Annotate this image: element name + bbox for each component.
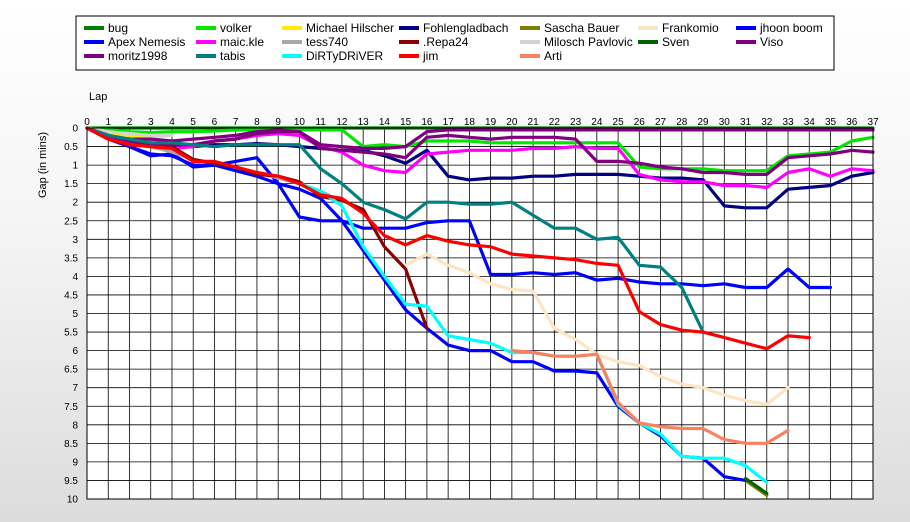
x-tick-label: 7	[233, 117, 239, 128]
legend-label: DiRTyDRiVER	[306, 49, 383, 63]
legend-label: moritz1998	[108, 49, 168, 63]
x-tick-label: 14	[379, 117, 391, 128]
x-tick-label: 23	[570, 117, 582, 128]
x-tick-label: 27	[655, 117, 667, 128]
series-line-1	[85, 126, 875, 173]
x-tick-label: 24	[591, 117, 603, 128]
y-tick-label: 3	[72, 235, 78, 246]
plot-frame	[86, 127, 874, 500]
legend-label: Arti	[544, 49, 562, 63]
x-tick-label: 31	[740, 117, 752, 128]
series-lines	[85, 126, 875, 497]
y-tick-label: 5	[72, 309, 78, 320]
legend-label: jhoon boom	[759, 21, 823, 35]
series-line-12	[743, 477, 769, 495]
x-tick-label: 8	[254, 117, 260, 128]
x-tick-label: 18	[464, 117, 476, 128]
x-tick-label: 20	[506, 117, 518, 128]
y-tick-label: 6.5	[64, 365, 78, 376]
y-tick-label: 10	[67, 495, 79, 506]
x-tick-label: 3	[148, 117, 154, 128]
legend-label: maic.kle	[220, 35, 264, 49]
legend-label: Sven	[662, 35, 689, 49]
legend-label: Sascha Bauer	[544, 21, 619, 35]
x-tick-label: 21	[528, 117, 540, 128]
legend-label: .Repa24	[423, 35, 469, 49]
y-axis-title: Gap (in mins)	[37, 132, 49, 198]
x-tick-labels: 0 1 2 3 4 5 6 7 8 9 10 11 12 13 14 15 16 17 18 19 20 21 22 23 24…	[84, 117, 879, 128]
y-tick-label: 0.5	[64, 142, 78, 153]
x-tick-label: 1	[105, 117, 111, 128]
x-tick-label: 13	[358, 117, 370, 128]
legend-label: jim	[422, 49, 438, 63]
x-tick-label: 28	[676, 117, 688, 128]
x-tick-label: 33	[782, 117, 794, 128]
y-tick-label: 4.5	[64, 290, 78, 301]
legend-label: Viso	[760, 35, 783, 49]
y-tick-label: 1	[72, 161, 78, 172]
legend-label: Milosch Pavlovic	[544, 35, 633, 49]
x-tick-label: 29	[697, 117, 709, 128]
y-tick-label: 2	[72, 198, 78, 209]
legend-label: bug	[108, 21, 128, 35]
y-tick-label: 7	[72, 383, 78, 394]
series-line-17	[85, 126, 811, 351]
x-axis-title: Lap	[89, 91, 107, 103]
x-tick-label: 2	[127, 117, 133, 128]
x-tick-label: 10	[294, 117, 306, 128]
grid	[87, 128, 873, 499]
y-tick-label: 4	[72, 272, 78, 283]
y-tick-label: 7.5	[64, 402, 78, 413]
x-tick-label: 5	[190, 117, 196, 128]
x-tick-label: 26	[634, 117, 646, 128]
legend-label: tess740	[306, 35, 348, 49]
y-tick-label: 9	[72, 457, 78, 468]
x-tick-label: 36	[846, 117, 858, 128]
x-tick-label: 35	[825, 117, 837, 128]
x-tick-label: 11	[315, 117, 326, 128]
x-tick-label: 25	[613, 117, 625, 128]
x-tick-label: 6	[212, 117, 218, 128]
x-tick-label: 15	[400, 117, 412, 128]
y-tick-label: 5.5	[64, 328, 78, 339]
y-tick-label: 2.5	[64, 216, 78, 227]
y-tick-label: 9.5	[64, 476, 78, 487]
x-tick-label: 12	[336, 117, 348, 128]
y-tick-label: 8	[72, 420, 78, 431]
y-tick-label: 3.5	[64, 253, 78, 264]
legend-label: Fohlengladbach	[423, 21, 508, 35]
legend-label: tabis	[220, 49, 245, 63]
x-tick-label: 0	[84, 117, 90, 128]
series-line-14	[85, 126, 875, 176]
legend: bug volker Michael Hilscher Fohlengladbach S…	[75, 15, 835, 71]
legend-label: volker	[220, 21, 252, 35]
x-tick-label: 22	[549, 117, 561, 128]
x-tick-label: 19	[485, 117, 497, 128]
series-line-11	[85, 126, 174, 137]
x-tick-label: 34	[804, 117, 816, 128]
series-line-13	[85, 126, 875, 150]
y-tick-labels: 0 0.5 1 1.5 2 2.5 3 3.5 4 4.5 5 5.5 6 6.5 7 7.5 8 8.5 9 9.5…	[64, 124, 78, 506]
x-tick-label: 17	[443, 117, 455, 128]
legend-label: Frankomio	[662, 21, 719, 35]
x-tick-label: 16	[421, 117, 433, 128]
x-tick-label: 30	[719, 117, 731, 128]
x-tick-label: 4	[169, 117, 175, 128]
legend-label: Apex Nemesis	[108, 35, 185, 49]
y-tick-label: 0	[72, 124, 78, 135]
x-tick-label: 37	[867, 117, 879, 128]
series-line-18	[510, 349, 790, 445]
x-tick-label: 32	[761, 117, 773, 128]
y-tick-label: 1.5	[64, 179, 78, 190]
y-tick-label: 8.5	[64, 439, 78, 450]
y-tick-label: 6	[72, 346, 78, 357]
x-tick-label: 9	[275, 117, 281, 128]
legend-label: Michael Hilscher	[306, 21, 394, 35]
series-line-15	[85, 126, 705, 334]
